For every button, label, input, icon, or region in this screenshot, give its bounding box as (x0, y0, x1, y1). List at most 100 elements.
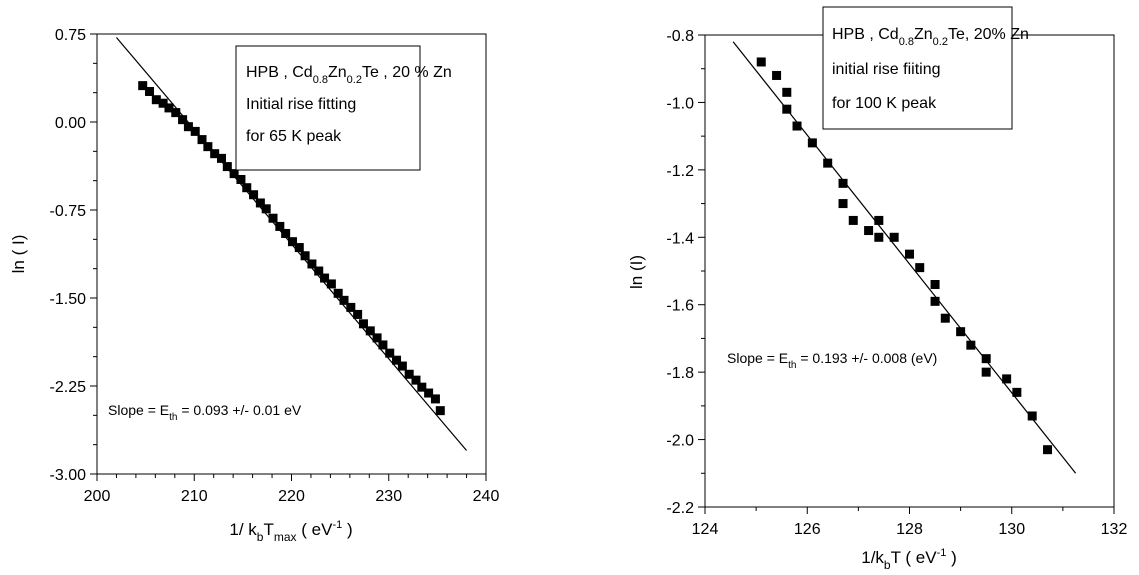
data-point (229, 169, 239, 179)
data-point (385, 348, 395, 358)
data-point (358, 319, 368, 329)
data-point (236, 174, 246, 184)
data-point (956, 327, 966, 337)
y-tick-label: 0.75 (55, 27, 86, 44)
y-tick-label: -0.75 (50, 203, 87, 220)
data-point (164, 103, 174, 113)
data-point (275, 221, 285, 231)
data-point (848, 215, 858, 225)
data-point (326, 279, 336, 289)
data-point (353, 309, 363, 319)
y-tick-label: -3.00 (50, 467, 87, 484)
data-point (424, 388, 434, 398)
data-point (807, 138, 817, 148)
y-axis-title: ln (I) (627, 255, 646, 289)
data-point (287, 237, 297, 247)
data-point (183, 122, 193, 132)
data-point (281, 228, 291, 238)
data-point (346, 302, 356, 312)
legend-line-2: initial rise fiiting (832, 61, 940, 78)
y-tick-label: -1.50 (50, 291, 87, 308)
x-axis-title: 1/ kbTmax ( eV-1 ) (229, 519, 352, 544)
chart-right: 124 126 128 130 132 -0.8 -1.0 -1.2 -1.4 -1.6 -1.8 -… (627, 6, 1128, 572)
data-point (874, 232, 884, 242)
data-point (158, 98, 168, 108)
x-tick-label: 130 (998, 521, 1025, 538)
y-tick-label: -1.0 (666, 95, 694, 112)
data-point (792, 121, 802, 131)
data-point (190, 126, 200, 136)
data-point (838, 178, 848, 188)
y-tick-label: -1.8 (666, 365, 694, 382)
data-point (138, 81, 148, 91)
data-point (1002, 374, 1012, 384)
data-point (320, 273, 330, 283)
data-point (300, 251, 310, 261)
data-point (1027, 411, 1037, 421)
x-tick-label: 126 (794, 521, 821, 538)
data-point (307, 259, 317, 269)
data-point (268, 213, 278, 223)
data-point (823, 158, 833, 168)
data-point (197, 135, 207, 145)
data-point (930, 279, 940, 289)
data-point (430, 394, 440, 404)
data-point (372, 333, 382, 343)
data-point (333, 288, 343, 298)
x-tick-label: 210 (181, 488, 208, 505)
data-point (178, 115, 188, 125)
data-point (294, 243, 304, 253)
data-point (255, 198, 265, 208)
y-tick-label: -1.6 (666, 298, 694, 315)
data-point (915, 263, 925, 273)
data-point (378, 340, 388, 350)
legend-box (235, 45, 421, 171)
y-tick-label: -1.2 (666, 163, 694, 180)
y-tick-label: -1.4 (666, 230, 694, 247)
y-tick-label: -2.25 (50, 379, 87, 396)
legend-line-3: for 65 K peak (246, 128, 342, 145)
data-point (1012, 387, 1022, 397)
data-point (417, 382, 427, 392)
data-point (756, 57, 766, 67)
data-point (392, 355, 402, 365)
data-point (339, 295, 349, 305)
data-point (210, 149, 220, 159)
data-point (838, 199, 848, 209)
y-tick-label: -0.8 (666, 28, 694, 45)
x-axis-title: 1/kbT ( eV-1 ) (861, 547, 957, 572)
y-tick-label: -2.0 (666, 433, 694, 450)
legend-line-1: HPB , Cd0.8Zn0.2Te , 20 % Zn (246, 64, 452, 86)
data-point (397, 361, 407, 371)
data-point (222, 162, 232, 172)
data-point (1043, 445, 1053, 455)
data-point (772, 70, 782, 80)
data-point (782, 104, 792, 114)
data-point (981, 354, 991, 364)
x-tick-label: 200 (84, 488, 111, 505)
data-point (930, 296, 940, 306)
legend-line-3: for 100 K peak (832, 95, 937, 112)
x-tick-label: 220 (278, 488, 305, 505)
x-tick-label: 124 (692, 521, 719, 538)
data-point (966, 340, 976, 350)
data-point (411, 375, 421, 385)
y-axis-title: ln ( I) (9, 235, 28, 274)
data-point (216, 153, 226, 163)
data-point (261, 204, 271, 214)
data-point (889, 232, 899, 242)
x-tick-label: 132 (1101, 521, 1128, 538)
data-point (242, 183, 252, 193)
data-point (435, 406, 445, 416)
data-point (171, 108, 181, 118)
y-tick-label: 0.00 (55, 115, 86, 132)
x-tick-label: 128 (896, 521, 923, 538)
slope-annotation: Slope = Eth = 0.193 +/- 0.008 (eV) (727, 350, 937, 371)
data-point (203, 142, 213, 152)
data-point (145, 86, 155, 96)
data-point (314, 266, 324, 276)
data-point (864, 226, 874, 236)
x-tick-label: 240 (473, 488, 500, 505)
y-tick-label: -2.2 (666, 500, 694, 517)
legend-box (822, 6, 1013, 130)
